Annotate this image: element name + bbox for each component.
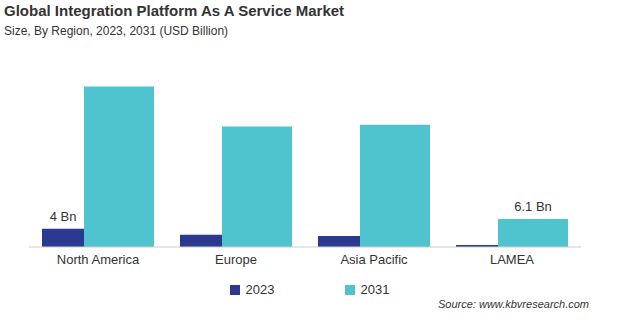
svg-text:Europe: Europe: [215, 252, 257, 267]
html-text:Source: www.kbvresearch.com: Source: www.kbvresearch.com: [438, 298, 589, 310]
svg-text:4 Bn: 4 Bn: [50, 209, 77, 224]
svg-text:6.1 Bn: 6.1 Bn: [514, 199, 552, 214]
svg-text:Asia Pacific: Asia Pacific: [340, 252, 408, 267]
svg-text:LAMEA: LAMEA: [490, 252, 534, 267]
html-text:2031: 2031: [360, 282, 390, 297]
svg-text:North America: North America: [57, 252, 140, 267]
html-text:Global Integration Platform As: Global Integration Platform As A Service…: [4, 2, 345, 19]
html-text:2023: 2023: [245, 282, 275, 297]
html-text:Size, By Region, 2023, 2031 (U: Size, By Region, 2023, 2031 (USD Billion…: [4, 24, 229, 38]
